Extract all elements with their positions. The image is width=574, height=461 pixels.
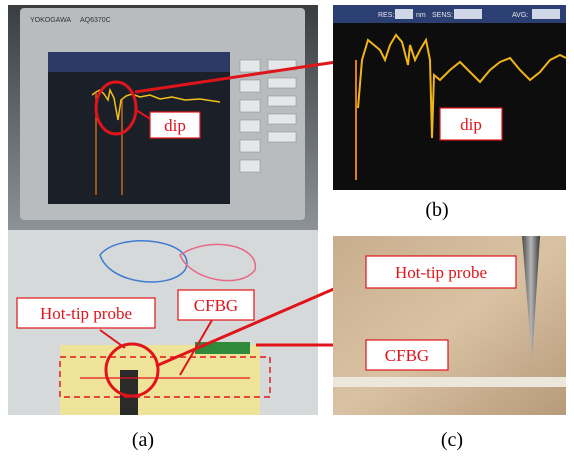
field — [395, 9, 413, 19]
field — [454, 9, 482, 19]
probe-holder — [120, 370, 138, 415]
panel-c: Hot-tip probe CFBG — [333, 236, 566, 415]
caption-b: (b) — [425, 199, 448, 221]
screen-photo — [333, 5, 566, 190]
probe-label: Hot-tip probe — [40, 304, 132, 323]
sens-label: SENS: — [432, 12, 453, 19]
fiber — [333, 377, 566, 387]
dip-label: dip — [460, 115, 482, 134]
instrument-model: AQ6370C — [80, 17, 111, 24]
dip-label: dip — [164, 116, 186, 135]
connector — [195, 342, 250, 354]
figure: YOKOGAWA AQ6370C dip Hot-tip probe CFBG … — [0, 0, 574, 461]
field — [532, 9, 560, 19]
res-label: RES: — [378, 12, 394, 19]
instrument-screen — [48, 52, 230, 204]
probe-label: Hot-tip probe — [395, 263, 487, 282]
panel-b: RES: nm SENS: AVG: dip — [333, 5, 566, 190]
caption-c: (c) — [441, 429, 463, 451]
paper — [60, 345, 260, 415]
fiber-label: CFBG — [385, 346, 429, 365]
fiber-label: CFBG — [194, 296, 238, 315]
screen-header — [48, 52, 230, 72]
avg-label: AVG: — [512, 12, 528, 19]
panel-a: YOKOGAWA AQ6370C dip Hot-tip probe CFBG — [8, 5, 318, 415]
caption-a: (a) — [132, 429, 154, 451]
instrument-brand: YOKOGAWA — [30, 17, 71, 24]
res-unit: nm — [416, 12, 426, 19]
